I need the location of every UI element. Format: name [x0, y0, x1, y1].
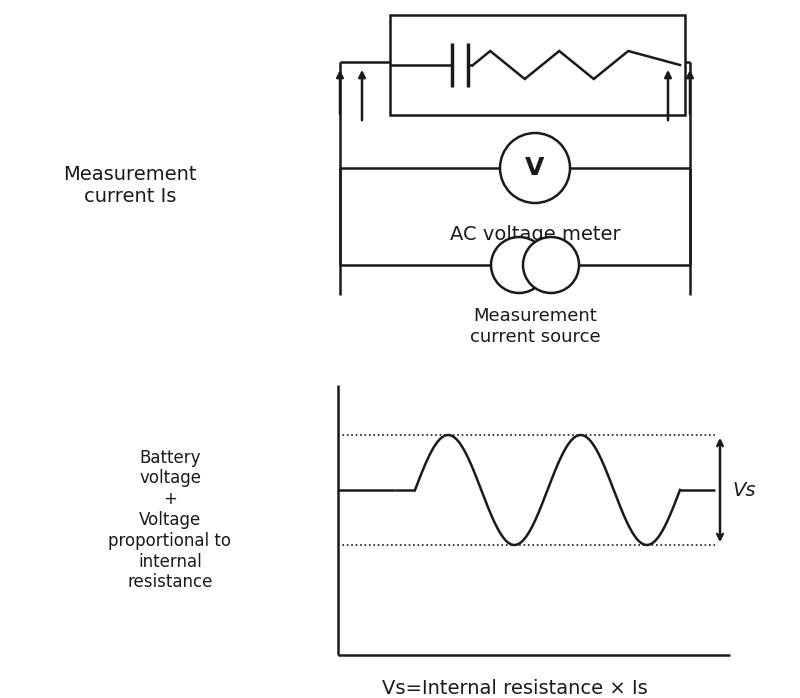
Circle shape: [500, 133, 570, 203]
Bar: [390, 15, 685, 115]
Text: Vs=Internal resistance × Is: Vs=Internal resistance × Is: [382, 678, 648, 697]
Text: Vs: Vs: [732, 480, 755, 500]
Text: Measurement
current source: Measurement current source: [470, 307, 600, 346]
Text: Measurement
current Is: Measurement current Is: [63, 165, 197, 205]
Text: Battery
voltage
+
Voltage
proportional to
internal
resistance: Battery voltage + Voltage proportional t…: [109, 449, 231, 591]
Text: V: V: [526, 156, 545, 180]
Text: AC voltage meter: AC voltage meter: [450, 225, 620, 244]
Circle shape: [523, 237, 579, 293]
Circle shape: [491, 237, 547, 293]
